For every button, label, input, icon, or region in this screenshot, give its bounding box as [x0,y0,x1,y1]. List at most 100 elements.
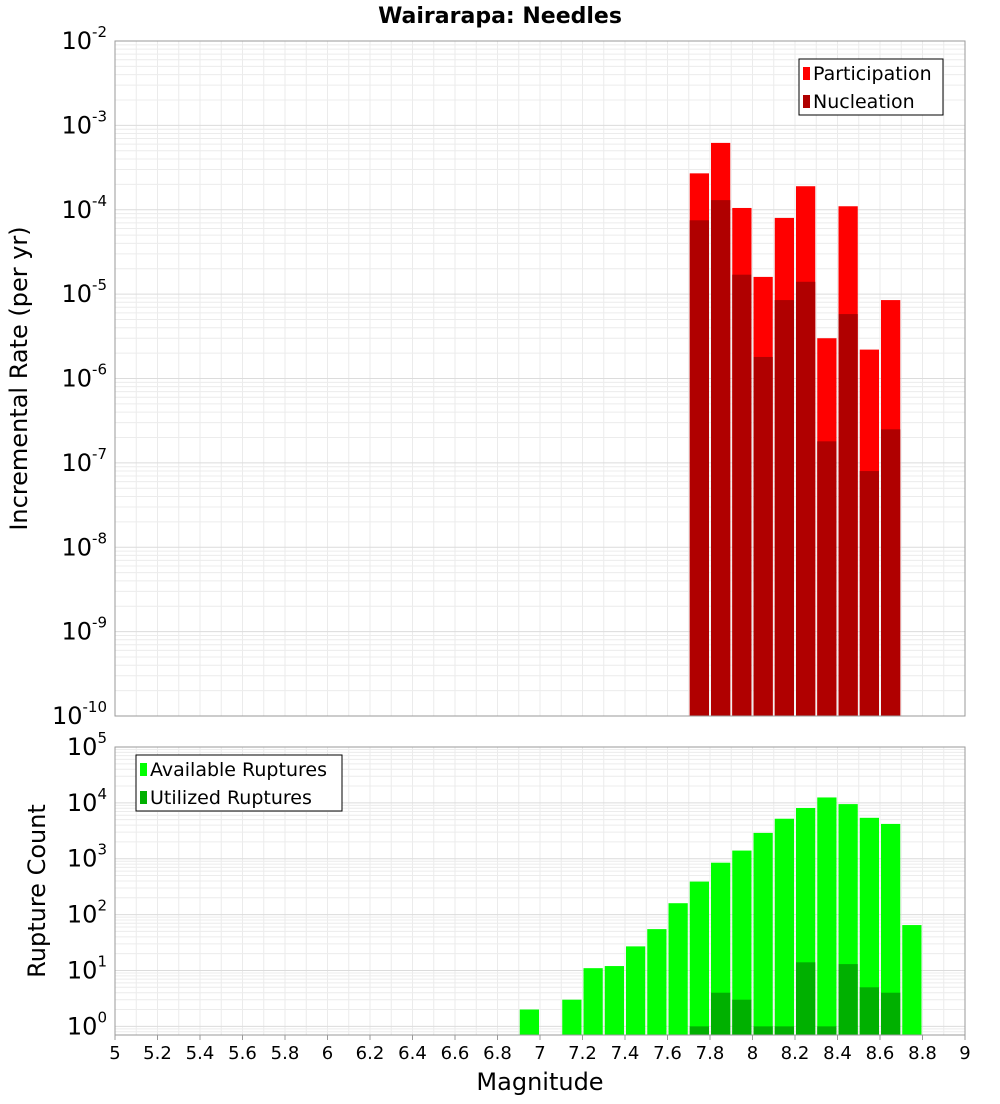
bar-count-primary [859,817,879,1035]
x-tick-label: 9 [959,1043,970,1064]
legend-swatch [803,95,810,108]
bar-count-primary [711,862,731,1035]
bar-count-secondary [711,992,731,1035]
bar-count-primary [604,966,624,1035]
x-tick-label: 5.2 [143,1043,172,1064]
y-tick-exponent: -7 [92,445,107,463]
x-tick-label: 5.6 [228,1043,257,1064]
x-tick-label: 8.8 [908,1043,937,1064]
y-tick-base: 10 [61,449,92,477]
legend-box [135,754,343,812]
x-tick-label: 7 [534,1043,545,1064]
bar-rate-secondary [817,441,837,716]
y-tick-label: 105 [67,729,107,761]
y-tick-base: 10 [61,280,92,308]
y-tick-base: 10 [67,956,98,984]
y-tick-label: 10-5 [61,276,107,308]
y-tick-base: 10 [61,618,92,646]
y-tick-base: 10 [61,196,92,224]
bar-count-primary [647,929,667,1035]
x-tick-label: 7.8 [696,1043,725,1064]
y-tick-base: 10 [67,1012,98,1040]
bar-count-secondary [774,1026,794,1035]
y-tick-exponent: 2 [97,897,107,915]
bar-count-secondary [859,987,879,1035]
bar-count-primary [626,946,646,1035]
bar-count-primary [519,1009,539,1035]
y-tick-label: 100 [67,1008,107,1040]
x-tick-label: 7.2 [568,1043,597,1064]
y-tick-label: 10-2 [61,23,107,55]
x-tick-label: 8 [747,1043,758,1064]
bar-count-secondary [838,964,858,1035]
y-axis-label-1: Rupture Count [23,804,51,978]
y-tick-base: 10 [67,845,98,873]
bar-count-primary [774,818,794,1035]
y-tick-exponent: -9 [92,614,107,632]
y-tick-base: 10 [61,27,92,55]
x-tick-label: 8.6 [866,1043,895,1064]
y-tick-exponent: -3 [92,107,107,125]
x-tick-label: 6.2 [356,1043,385,1064]
bar-rate-secondary [859,471,879,716]
y-tick-base: 10 [67,901,98,929]
bar-count-secondary [796,962,816,1035]
legend-entry-label: Nucleation [813,91,915,113]
legend-entry-label: Available Ruptures [150,759,327,781]
y-tick-label: 104 [67,785,107,817]
y-tick-exponent: -5 [92,276,107,294]
bar-count-secondary [732,999,752,1035]
x-tick-label: 6.8 [483,1043,512,1064]
y-tick-label: 103 [67,841,107,873]
y-tick-exponent: 5 [97,729,107,747]
y-tick-base: 10 [67,733,98,761]
y-tick-exponent: 4 [97,785,107,803]
y-tick-label: 10-4 [61,192,107,224]
legend-swatch [140,763,147,776]
x-tick-label: 5.4 [186,1043,215,1064]
bar-count-primary [562,999,582,1035]
legend-box [798,58,944,116]
y-tick-exponent: -8 [92,529,107,547]
legend-entry-label: Utilized Ruptures [150,787,312,809]
x-tick-label: 7.6 [653,1043,682,1064]
bar-rate-secondary [753,356,773,716]
bar-count-primary [902,925,922,1035]
y-tick-label: 101 [67,952,107,984]
bar-rate-secondary [689,220,709,717]
bar-count-primary [881,823,901,1035]
y-tick-label: 10-7 [61,445,107,477]
y-tick-exponent: 0 [97,1008,107,1026]
x-tick-label: 8.2 [781,1043,810,1064]
y-axis-label-0: Incremental Rate (per yr) [5,226,33,530]
legend-swatch [803,67,810,80]
x-tick-label: 6 [322,1043,333,1064]
y-tick-exponent: 1 [97,952,107,970]
bar-rate-secondary [774,300,794,716]
x-tick-label: 7.4 [611,1043,640,1064]
y-tick-base: 10 [61,365,92,393]
bar-count-secondary [817,1026,837,1035]
y-tick-base: 10 [52,702,83,730]
x-tick-label: 5 [109,1043,120,1064]
bar-rate-secondary [732,274,752,716]
y-tick-label: 10-9 [61,614,107,646]
bar-count-secondary [689,1026,709,1035]
x-tick-label: 6.4 [398,1043,427,1064]
y-tick-label: 10-3 [61,107,107,139]
bar-count-primary [817,797,837,1035]
y-tick-label: 10-10 [52,698,107,730]
bar-count-secondary [881,992,901,1035]
bar-count-secondary [753,1026,773,1035]
x-tick-label: 8.4 [823,1043,852,1064]
y-tick-exponent: -6 [92,361,107,379]
bar-rate-secondary [796,281,816,716]
bar-rate-secondary [881,429,901,716]
x-tick-label: 5.8 [271,1043,300,1064]
x-tick-label: 6.6 [441,1043,470,1064]
chart-title: Wairarapa: Needles [378,4,622,29]
bar-rate-secondary [711,200,731,716]
y-tick-exponent: 3 [97,841,107,859]
